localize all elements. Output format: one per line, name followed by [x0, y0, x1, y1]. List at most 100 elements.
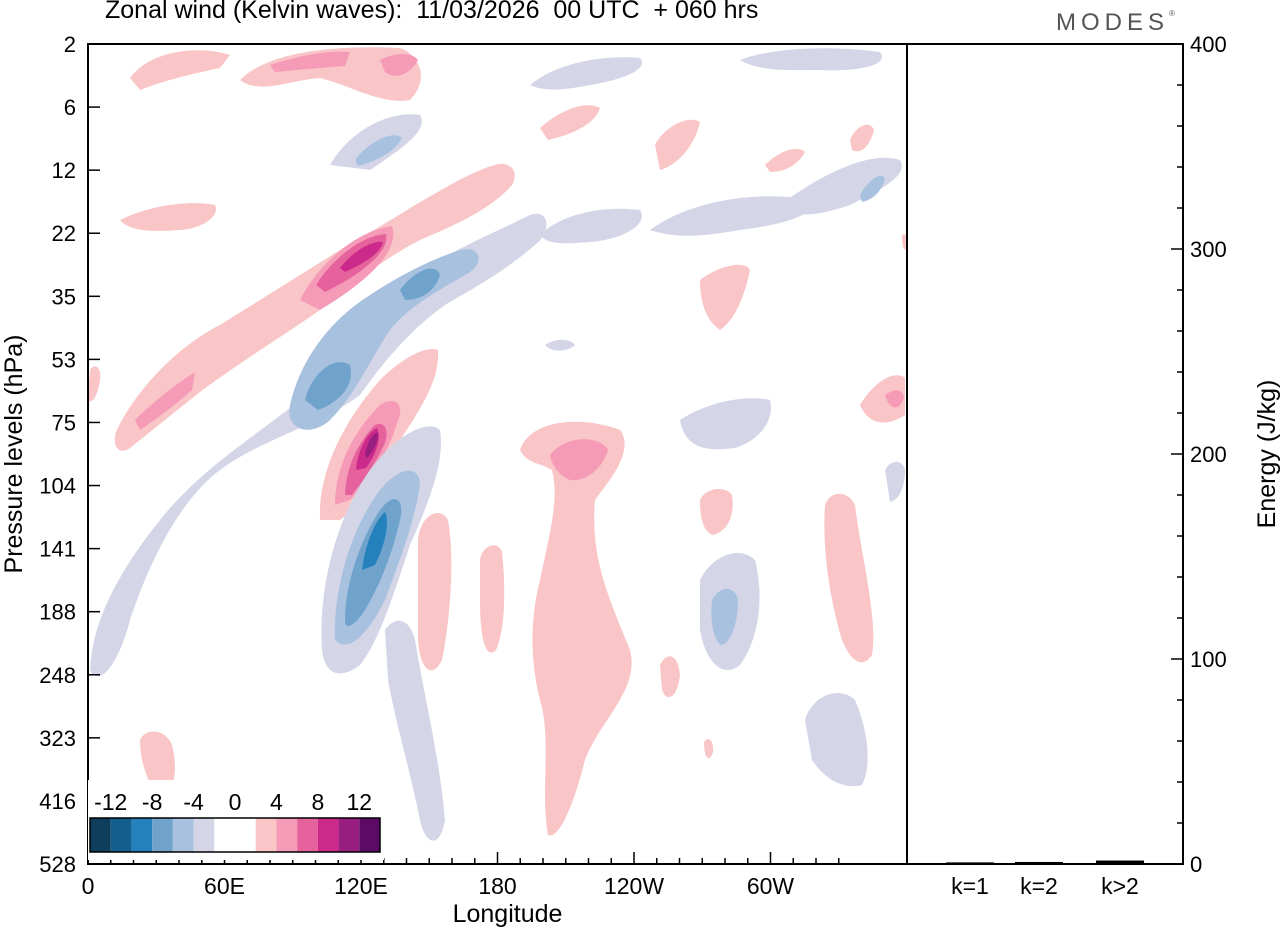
y-tick-label: 53: [52, 347, 76, 372]
energy-axis: 0 100 200 300 400 Energy (J/kg): [1171, 32, 1280, 877]
y-tick-label: 35: [52, 284, 76, 309]
y-tick-label: 248: [39, 663, 76, 688]
wind-contour-37: [545, 339, 575, 351]
wind-contour-51: [860, 375, 905, 423]
colorbar-swatch: [214, 818, 235, 852]
x-tick-label: 60E: [204, 873, 245, 899]
wind-contour-21: [270, 51, 350, 72]
wind-contour-24: [355, 135, 402, 166]
colorbar-swatch: [297, 818, 318, 852]
wind-contour-34: [860, 175, 885, 202]
wind-contour-41: [480, 545, 505, 653]
x-axis-label: Longitude: [453, 900, 563, 928]
y-tick-label: 104: [39, 474, 76, 499]
wind-contour-25: [530, 57, 642, 90]
wind-contour-49: [680, 398, 771, 450]
colorbar-label: -8: [142, 789, 162, 815]
y-tick-label: 323: [39, 726, 76, 751]
energy-bar-k=1: [946, 862, 994, 864]
colorbar-swatch: [276, 818, 298, 852]
wind-contour-50: [885, 461, 905, 502]
colorbar-label: -4: [183, 789, 204, 815]
energy-panel-frame: [906, 43, 1184, 865]
modes-logo: MODES®: [1056, 9, 1175, 36]
wind-contour-42: [700, 488, 733, 535]
wind-contour-32: [650, 196, 812, 236]
x-tick-label: 120W: [604, 873, 664, 899]
wind-contour-31: [540, 208, 642, 244]
wind-contour-14: [365, 432, 378, 458]
wind-contour-29: [850, 124, 874, 152]
y-axis-label: Pressure levels (hPa): [0, 335, 28, 574]
colorbar-swatch: [172, 818, 194, 852]
pressure-axis: 2 6 12 22 35 53 75 104 141 188 248 323 416 528 Pressur…: [0, 32, 100, 877]
wind-contour-54: [660, 656, 680, 698]
wind-contour-38: [520, 421, 632, 836]
wind-contour-39: [550, 439, 608, 481]
plot-frames: [87, 43, 1184, 865]
y-tick-label: 528: [39, 852, 76, 877]
wind-contour-27: [540, 105, 600, 140]
wind-contour-44: [140, 731, 175, 795]
longitude-axis: 0 60E 120E 180 120W 60W Longitude: [82, 852, 840, 928]
colorbar-label: -12: [94, 789, 127, 815]
wind-contour-40: [418, 512, 452, 671]
zonal-wind-contours: [88, 47, 907, 841]
wind-contour-6: [90, 213, 547, 677]
colorbar-swatch: [235, 818, 256, 852]
x-tick-label: 0: [82, 873, 95, 899]
energy-bars: k=1 k=2 k>2: [946, 860, 1144, 899]
y-tick-label: 416: [39, 789, 76, 814]
wind-contour-28: [655, 119, 700, 170]
colorbar-swatch: [338, 818, 360, 852]
energy-tick-label: 0: [1190, 852, 1202, 877]
energy-tick-label: 100: [1190, 647, 1227, 672]
energy-axis-label: Energy (J/kg): [1253, 380, 1280, 529]
colorbar-swatch: [317, 818, 339, 852]
y-tick-label: 12: [52, 158, 76, 183]
wind-contour-36: [700, 264, 750, 330]
wind-contour-43: [824, 493, 874, 663]
wind-colorbar: -12 -8 -4 0 4 8 12: [88, 780, 384, 860]
y-tick-label: 2: [64, 32, 76, 57]
wind-contour-30: [765, 148, 805, 172]
wind-contour-8: [305, 362, 351, 410]
colorbar-swatch: [255, 818, 277, 852]
energy-tick-label: 200: [1190, 442, 1227, 467]
x-tick-label: 180: [478, 873, 516, 899]
wind-contour-52: [885, 390, 904, 408]
y-tick-label: 22: [52, 221, 76, 246]
colorbar-label: 0: [229, 789, 242, 815]
y-tick-label: 6: [64, 95, 76, 120]
wind-contour-5: [340, 241, 383, 272]
wind-contour-35: [120, 203, 216, 231]
wind-contour-55: [704, 739, 714, 758]
energy-category-label: k=1: [951, 873, 989, 899]
wind-contour-48: [805, 692, 868, 787]
wind-contour-9: [400, 268, 440, 300]
wind-contour-2: [135, 372, 195, 430]
energy-category-label: k=2: [1020, 873, 1058, 899]
colorbar-label: 4: [270, 789, 283, 815]
colorbar-swatch: [152, 818, 173, 852]
colorbar-frame: [89, 817, 381, 853]
colorbar-swatch: [90, 818, 111, 852]
y-tick-label: 188: [39, 600, 76, 625]
wind-contour-19: [130, 50, 230, 90]
energy-tick-label: 400: [1190, 32, 1227, 57]
colorbar-label: 12: [346, 789, 372, 815]
colorbar-swatch: [110, 818, 132, 852]
colorbar-swatch: [359, 818, 380, 852]
energy-tick-label: 300: [1190, 237, 1227, 262]
wind-contour-18: [362, 512, 387, 570]
y-tick-label: 141: [39, 537, 76, 562]
wind-contour-47: [711, 588, 738, 645]
colorbar-swatch: [131, 818, 153, 852]
chart-title: Zonal wind (Kelvin waves): 11/03/2026 00…: [105, 0, 759, 24]
colorbar-label: 8: [311, 789, 324, 815]
wind-contour-22: [380, 54, 418, 76]
wind-contour-26: [740, 48, 882, 71]
colorbar-swatch: [193, 818, 215, 852]
x-tick-label: 60W: [747, 873, 795, 899]
